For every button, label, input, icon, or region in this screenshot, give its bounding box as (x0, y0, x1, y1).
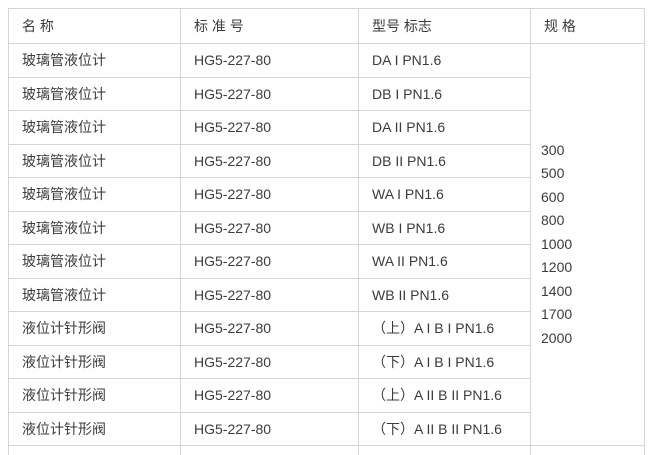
spec-value: 2000 (541, 329, 573, 346)
header-name: 名 称 (8, 8, 181, 44)
spec-value: 1200 (541, 259, 573, 276)
header-row: 名 称 标 准 号 型号 标志 规 格 (8, 8, 645, 44)
table-row: 玻璃管液位计 HG5-227-80 WB II PN1.6 (8, 277, 645, 312)
cell-name: 玻璃管液位计 (8, 143, 181, 178)
cell-standard (180, 445, 359, 455)
spec-value: 800 (541, 212, 565, 229)
table-row: 液位计针形阀 HG5-227-80 （下）A I B I PN1.6 (8, 344, 645, 379)
cell-model: WA II PN1.6 (358, 244, 531, 279)
cell-name: 玻璃管液位计 (8, 43, 181, 78)
header-spec: 规 格 (530, 8, 645, 44)
cell-model: WB II PN1.6 (358, 277, 531, 312)
cell-standard: HG5-227-80 (180, 177, 359, 212)
cell-standard: HG5-227-80 (180, 43, 359, 78)
spec-value: 1000 (541, 235, 573, 252)
table-row: 玻璃管液位计 HG5-227-80 DA I PN1.6 300 500 600… (8, 43, 645, 446)
cell-name (8, 445, 181, 455)
cell-model: （上）A I B I PN1.6 (358, 311, 531, 346)
cell-name: 玻璃管液位计 (8, 210, 181, 245)
cell-model: （下）A I B I PN1.6 (358, 344, 531, 379)
cell-standard: HG5-227-80 (180, 244, 359, 279)
cell-standard: HG5-227-80 (180, 277, 359, 312)
table-row: 玻璃管液位计 HG5-227-80 DB II PN1.6 (8, 143, 645, 178)
cell-standard: HG5-227-80 (180, 311, 359, 346)
cell-model: WA I PN1.6 (358, 177, 531, 212)
spec-value: 300 (541, 141, 565, 158)
cell-standard: HG5-227-80 (180, 110, 359, 145)
cell-name: 液位计针形阀 (8, 311, 181, 346)
cell-name: 液位计针形阀 (8, 344, 181, 379)
cell-name: 玻璃管液位计 (8, 177, 181, 212)
cell-standard: HG5-227-80 (180, 76, 359, 111)
cell-name: 玻璃管液位计 (8, 277, 181, 312)
cell-model: DB I PN1.6 (358, 76, 531, 111)
cell-name: 玻璃管液位计 (8, 76, 181, 111)
cell-model: （上）A II B II PN1.6 (358, 378, 531, 413)
spec-value: 600 (541, 188, 565, 205)
cell-model: DA I PN1.6 (358, 43, 531, 78)
cell-model: DA II PN1.6 (358, 110, 531, 145)
cell-name: 液位计针形阀 (8, 378, 181, 413)
table-row: 玻璃管液位计 HG5-227-80 DB I PN1.6 (8, 76, 645, 111)
cell-standard: HG5-227-80 (180, 143, 359, 178)
header-model-mark: 型号 标志 (358, 8, 531, 44)
cell-model: WB I PN1.6 (358, 210, 531, 245)
cell-standard: HG5-227-80 (180, 210, 359, 245)
table-row: 液位计针形阀 HG5-227-80 （上）A II B II PN1.6 (8, 378, 645, 413)
spec-value: 1700 (541, 306, 573, 323)
table-header: 名 称 标 准 号 型号 标志 规 格 (8, 8, 645, 44)
cell-name: 液位计针形阀 (8, 411, 181, 446)
table-body: 玻璃管液位计 HG5-227-80 DA I PN1.6 300 500 600… (8, 43, 645, 455)
header-standard-no: 标 准 号 (180, 8, 359, 44)
cell-standard: HG5-227-80 (180, 411, 359, 446)
cell-standard: HG5-227-80 (180, 344, 359, 379)
product-spec-table: 名 称 标 准 号 型号 标志 规 格 玻璃管液位计 HG5-227-80 DA… (8, 8, 645, 455)
cell-model: DB II PN1.6 (358, 143, 531, 178)
table-row-cutoff (8, 445, 645, 455)
table-row: 玻璃管液位计 HG5-227-80 WA I PN1.6 (8, 177, 645, 212)
spec-value: 500 (541, 165, 565, 182)
table-row: 液位计针形阀 HG5-227-80 （下）A II B II PN1.6 (8, 411, 645, 446)
table-row: 玻璃管液位计 HG5-227-80 DA II PN1.6 (8, 110, 645, 145)
cell-name: 玻璃管液位计 (8, 244, 181, 279)
spec-value: 1400 (541, 282, 573, 299)
spec-merged-cell: 300 500 600 800 1000 1200 1400 1700 2000 (530, 43, 645, 446)
table-row: 液位计针形阀 HG5-227-80 （上）A I B I PN1.6 (8, 311, 645, 346)
cell-model (358, 445, 531, 455)
cell-spec (530, 445, 645, 455)
cell-standard: HG5-227-80 (180, 378, 359, 413)
cell-model: （下）A II B II PN1.6 (358, 411, 531, 446)
cell-name: 玻璃管液位计 (8, 110, 181, 145)
table-row: 玻璃管液位计 HG5-227-80 WB I PN1.6 (8, 210, 645, 245)
